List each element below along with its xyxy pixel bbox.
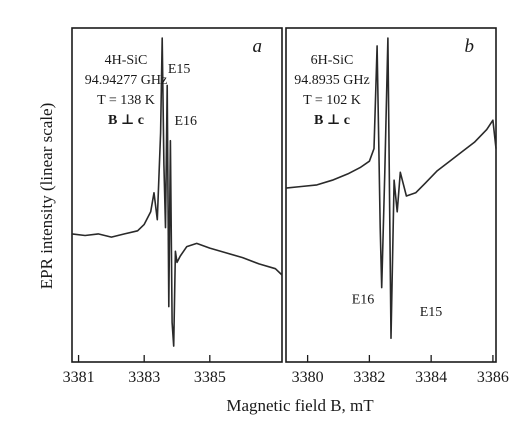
panel-a-temperature: T = 138 K: [97, 93, 155, 108]
panel-a-material: 4H-SiC: [105, 53, 148, 68]
panel-a-x-tick-label: 3385: [194, 369, 226, 386]
panel-a-x-ticks: 3381 3383 3385: [63, 355, 226, 386]
panel-b-trace: [285, 37, 497, 339]
panel-b-label: b: [465, 36, 475, 57]
panel-b-x-ticks: 3380 3382 3384 3386: [292, 355, 509, 386]
panel-a-orientation: B ⊥ c: [108, 113, 144, 128]
panel-a-peak-labels: E15 E16: [168, 62, 197, 129]
panel-b-x-tick-label: 3384: [415, 369, 447, 386]
x-axis-label: Magnetic field B, mT: [226, 396, 374, 415]
y-axis-label: EPR intensity (linear scale): [37, 103, 56, 289]
panel-b-peak-label-e16: E16: [352, 292, 375, 307]
panel-a-frame: [71, 27, 283, 363]
panel-a-x-tick-label: 3383: [128, 369, 160, 386]
panel-a: 3381 3383 3385 a 4H-SiC 94.94277 GHz T = 1…: [63, 27, 283, 386]
panel-b-peak-labels: E16 E15: [352, 292, 443, 320]
panel-b-x-tick-label: 3382: [353, 369, 385, 386]
panel-a-peak-label-e16: E16: [174, 114, 197, 129]
panel-b-frequency: 94.8935 GHz: [294, 73, 369, 88]
panel-b-temperature: T = 102 K: [303, 93, 361, 108]
panel-b-material: 6H-SiC: [311, 53, 354, 68]
panel-b: 3380 3382 3384 3386 b 6H-SiC 94.8935 GHz T …: [285, 27, 509, 386]
panel-b-frame: [285, 27, 497, 363]
panel-a-peak-label-e15: E15: [168, 62, 191, 77]
panel-b-peak-label-e15: E15: [420, 305, 443, 320]
panel-b-x-tick-label: 3386: [477, 369, 509, 386]
panel-a-label: a: [253, 36, 263, 57]
panel-a-frequency: 94.94277 GHz: [85, 73, 167, 88]
panel-a-x-tick-label: 3381: [63, 369, 95, 386]
panel-b-x-tick-label: 3380: [292, 369, 324, 386]
panel-b-orientation: B ⊥ c: [314, 113, 350, 128]
panel-a-trace: [71, 37, 283, 347]
